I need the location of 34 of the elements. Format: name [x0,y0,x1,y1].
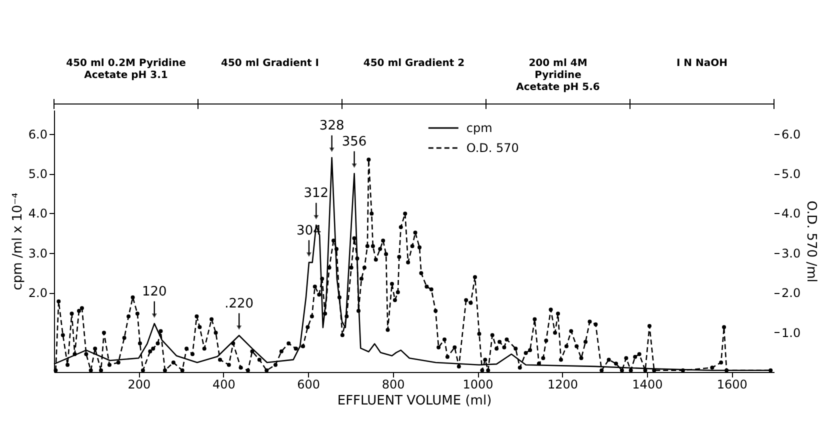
y-tick-label: 2.0 [28,286,48,300]
text: I N NaOH [676,58,728,69]
x-axis-title: EFFLUENT VOLUME (ml) [337,394,492,408]
annotation: 328 [319,118,344,134]
y2-tick-label: 2.0 [782,286,801,300]
y2-tick-label: 6.0 [782,127,801,142]
annotation: 120 [142,284,167,300]
text: 450 ml 0.2M Pyridine Acetate pH 3.1 [66,58,186,81]
text: 200 ml 4M Pyridine Acetate pH 5.6 [516,58,600,93]
y-axis-title: cpm /ml x 10⁻⁴ [10,192,26,290]
x-tick-label: 1400 [632,378,663,392]
y2-tick-label: 3.0 [782,246,801,260]
annotation: 356 [342,134,367,150]
y-tick-label: 3.0 [28,246,48,260]
legend-label: O.D. 570 [466,141,519,155]
text: 450 ml Gradient I [220,58,320,69]
x-tick-label: 1200 [547,378,578,392]
y2-tick-label: 5.0 [782,167,801,182]
legend-label: cpm [466,121,492,135]
annotation: 312 [304,186,329,202]
y2-axis-title: O.D. 570 /ml [804,200,819,282]
x-tick-label: 1000 [462,378,494,392]
y2-tick-label: 4.0 [782,206,801,221]
x-tick-label: 1600 [716,378,748,392]
y-tick-label: 6.0 [28,127,48,142]
x-tick-label: 400 [212,378,236,392]
y2-tick-label: 1.0 [782,326,801,340]
y-tick-label: 4.0 [28,206,48,221]
text: 450 ml Gradient 2 [363,58,465,69]
x-tick-label: 200 [128,378,151,392]
x-tick-label: 600 [297,378,320,392]
x-tick-label: 800 [382,378,405,392]
annotation: .220 [224,296,254,312]
y-tick-label: 5.0 [28,167,48,182]
